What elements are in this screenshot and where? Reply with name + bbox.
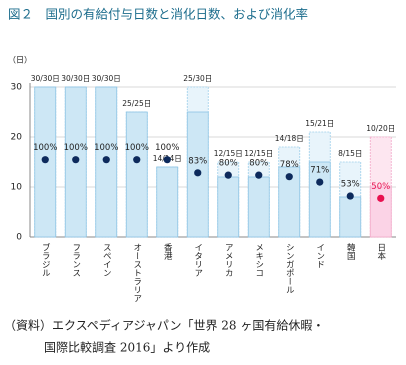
rate-dot [285, 173, 293, 181]
value-label: 30/30日 [61, 74, 90, 83]
x-tick-label: フランス [71, 243, 81, 277]
rate-dot [102, 156, 110, 164]
y-axis-unit: （日） [8, 56, 32, 65]
value-label: 30/30日 [92, 74, 121, 83]
value-label: 25/25日 [122, 99, 151, 108]
rate-label: 83% [188, 156, 207, 166]
x-tick-label: 韓国 [345, 242, 355, 260]
rate-dot [41, 156, 49, 164]
rate-dot [72, 156, 80, 164]
rate-label: 100% [125, 143, 149, 153]
rate-dot [255, 171, 263, 179]
x-tick-label: オーストラリア [132, 243, 142, 303]
rate-label: 50% [371, 182, 390, 192]
used-bar [339, 196, 362, 238]
x-tick-label: ブラジル [40, 242, 50, 277]
value-label: 10/20日 [366, 124, 395, 133]
used-bar [247, 176, 270, 238]
value-label: 30/30日 [31, 74, 60, 83]
rate-dot [346, 192, 354, 200]
used-bar [217, 176, 240, 238]
used-bar [369, 186, 392, 238]
chart-title: 図２ 国別の有給付与日数と消化日数、および消化率 [8, 7, 308, 22]
rate-dot [133, 156, 141, 164]
value-label: 15/21日 [305, 119, 334, 128]
x-tick-label: スペイン [101, 243, 111, 277]
x-tick-label: メキシコ [254, 243, 264, 277]
rate-dot [194, 169, 202, 177]
source-note: 国際比較調査 2016」より作成 [44, 340, 210, 355]
x-tick-label: イタリア [193, 243, 203, 277]
x-tick-label: アメリカ [223, 243, 233, 277]
x-tick-label: 香港 [162, 242, 172, 260]
value-label: 8/15日 [338, 149, 362, 158]
value-label: 14/18日 [275, 134, 304, 143]
used-bar [308, 161, 331, 238]
y-tick-label: 20 [11, 133, 23, 143]
y-tick-label: 10 [11, 183, 23, 193]
rate-label: 71% [310, 166, 329, 176]
rate-label: 78% [280, 160, 299, 170]
value-label: 12/15日 [214, 149, 243, 158]
value-label: 25/30日 [183, 74, 212, 83]
rate-label: 100% [33, 143, 57, 153]
x-tick-label: インド [315, 243, 325, 269]
rate-dot [224, 171, 232, 179]
used-bar [156, 166, 179, 238]
rate-label: 100% [64, 143, 88, 153]
x-tick-label: シンガポール [284, 243, 294, 294]
rate-dot [163, 156, 171, 164]
rate-label: 53% [341, 180, 360, 190]
used-bar [278, 166, 301, 238]
rate-label: 80% [249, 159, 268, 169]
value-label: 12/15日 [244, 149, 273, 158]
rate-label: 100% [94, 143, 118, 153]
rate-dot [377, 194, 385, 202]
rate-dot [316, 178, 324, 186]
x-tick-label: 日本 [376, 243, 386, 261]
y-tick-label: 0 [16, 233, 22, 243]
source-note: （資料）エクスペディアジャパン「世界 28 ヶ国有給休暇・ [4, 318, 324, 333]
y-tick-label: 30 [11, 83, 23, 93]
rate-label: 80% [219, 159, 238, 169]
rate-label: 100% [155, 143, 179, 153]
used-bar [125, 111, 148, 238]
